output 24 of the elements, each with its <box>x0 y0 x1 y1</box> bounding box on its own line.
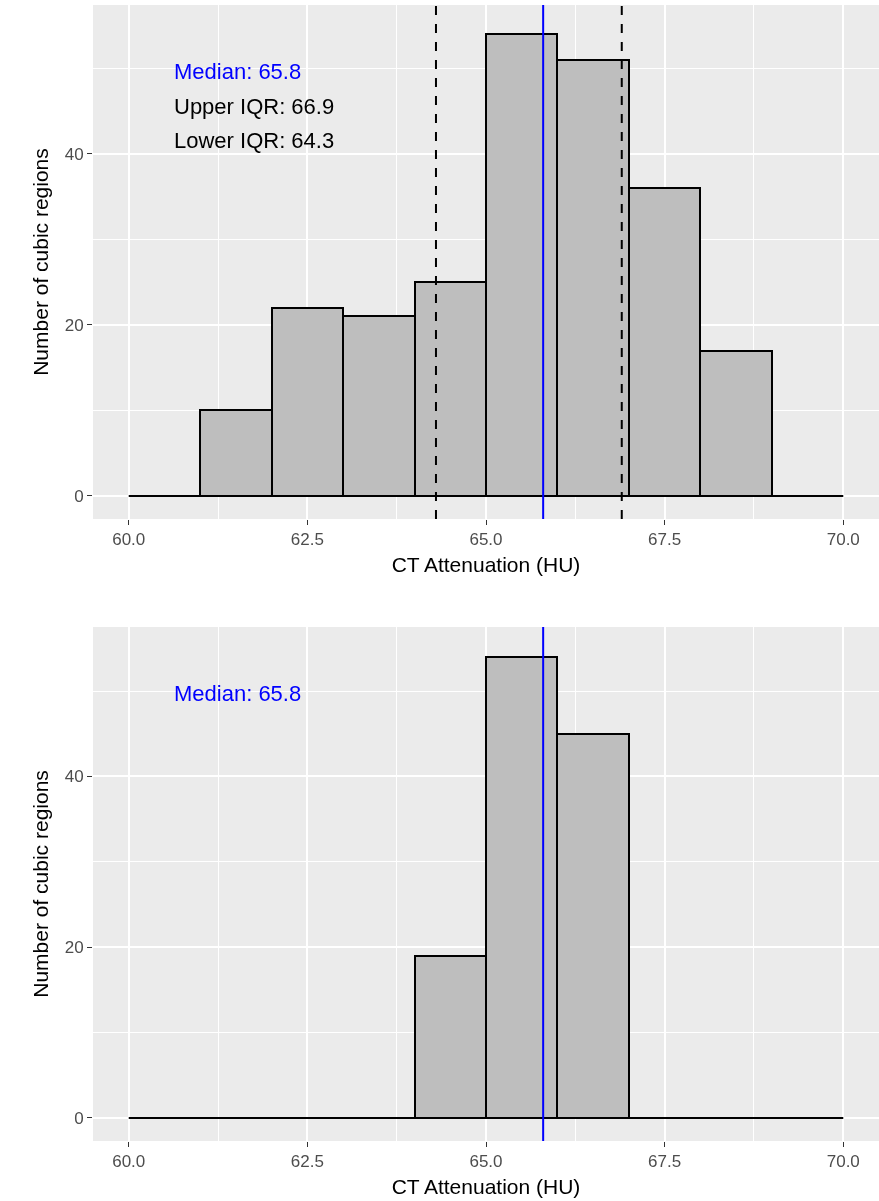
y-tick-label: 40 <box>64 144 84 164</box>
ref-line-label: Median: 65.8 <box>174 59 302 84</box>
y-tick-label: 0 <box>74 1108 84 1128</box>
x-tick-label: 60.0 <box>112 530 146 550</box>
x-tick-label: 70.0 <box>826 1152 860 1172</box>
y-tick-label: 40 <box>64 767 84 787</box>
y-axis-title: Number of cubic regions <box>28 770 52 998</box>
x-tick-label: 70.0 <box>826 530 860 550</box>
annotation: Lower IQR: 64.3 <box>174 128 335 153</box>
y-tick-label: 20 <box>64 315 84 335</box>
x-tick-label: 65.0 <box>469 1152 503 1172</box>
x-tick-label: 62.5 <box>290 1152 324 1172</box>
annotation: Upper IQR: 66.9 <box>174 94 335 119</box>
ref-line-label: Median: 65.8 <box>174 681 302 706</box>
x-tick-label: 62.5 <box>290 530 324 550</box>
y-tick-label: 20 <box>64 938 84 958</box>
x-tick-label: 67.5 <box>648 530 682 550</box>
x-tick-label: 67.5 <box>648 1152 682 1172</box>
y-tick-label: 0 <box>74 486 84 506</box>
x-tick-label: 65.0 <box>469 530 503 550</box>
x-tick-label: 60.0 <box>112 1152 146 1172</box>
x-axis-title: CT Attenuation (HU) <box>391 552 581 576</box>
x-axis-title: CT Attenuation (HU) <box>391 1174 581 1198</box>
y-axis-title: Number of cubic regions <box>28 148 52 376</box>
